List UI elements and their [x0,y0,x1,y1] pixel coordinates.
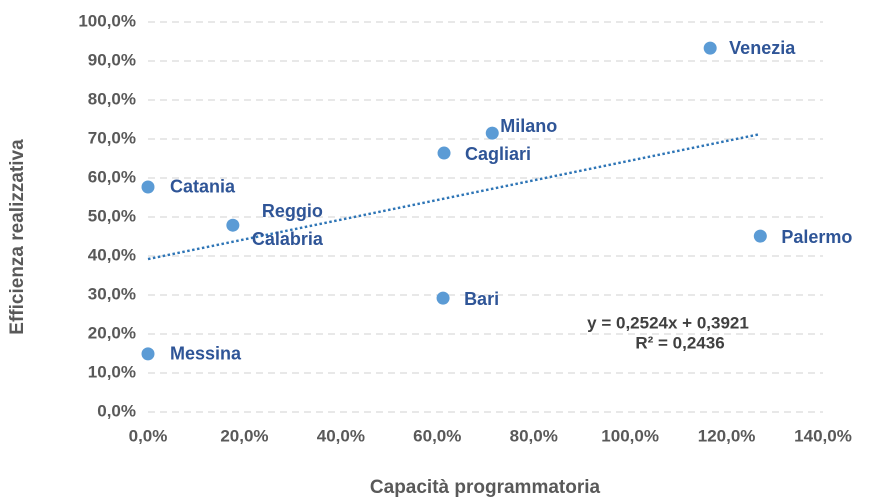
y-tick-label: 40,0% [88,245,136,264]
x-axis-title: Capacità programmatoria [370,477,601,498]
point-label: Venezia [729,38,796,58]
x-tick-label: 40,0% [317,426,365,445]
x-tick-label: 120,0% [698,426,756,445]
point-label: Catania [170,177,236,197]
y-tick-label: 20,0% [88,323,136,342]
y-tick-label: 70,0% [88,128,136,147]
point [436,291,450,305]
point-label: Calabria [252,229,324,249]
point [753,229,767,243]
x-tick-label: 100,0% [601,426,659,445]
trend-equation: y = 0,2524x + 0,3921 [587,313,749,332]
x-tick-label: 140,0% [794,426,852,445]
x-tick-label: 0,0% [129,426,168,445]
point-label: Palermo [781,227,852,247]
x-tick-label: 60,0% [413,426,461,445]
point [437,146,451,160]
point [141,180,155,194]
y-tick-label: 90,0% [88,50,136,69]
point [485,126,499,140]
point-label: Cagliari [465,144,531,164]
point [703,41,717,55]
point [141,347,155,361]
point-label: Reggio [262,201,323,221]
point [226,218,240,232]
y-tick-label: 50,0% [88,206,136,225]
x-tick-label: 80,0% [510,426,558,445]
point-label: Milano [500,116,557,136]
point-label: Bari [464,289,499,309]
y-tick-label: 10,0% [88,362,136,381]
point-label: Messina [170,344,242,364]
y-tick-label: 0,0% [97,401,136,420]
trend-r2: R² = 0,2436 [635,333,724,352]
y-axis-title: Efficienza realizzativa [7,139,28,335]
y-tick-label: 80,0% [88,89,136,108]
y-tick-label: 30,0% [88,284,136,303]
trendline [147,132,761,261]
y-tick-label: 100,0% [78,11,136,30]
y-tick-label: 60,0% [88,167,136,186]
x-tick-label: 20,0% [220,426,268,445]
